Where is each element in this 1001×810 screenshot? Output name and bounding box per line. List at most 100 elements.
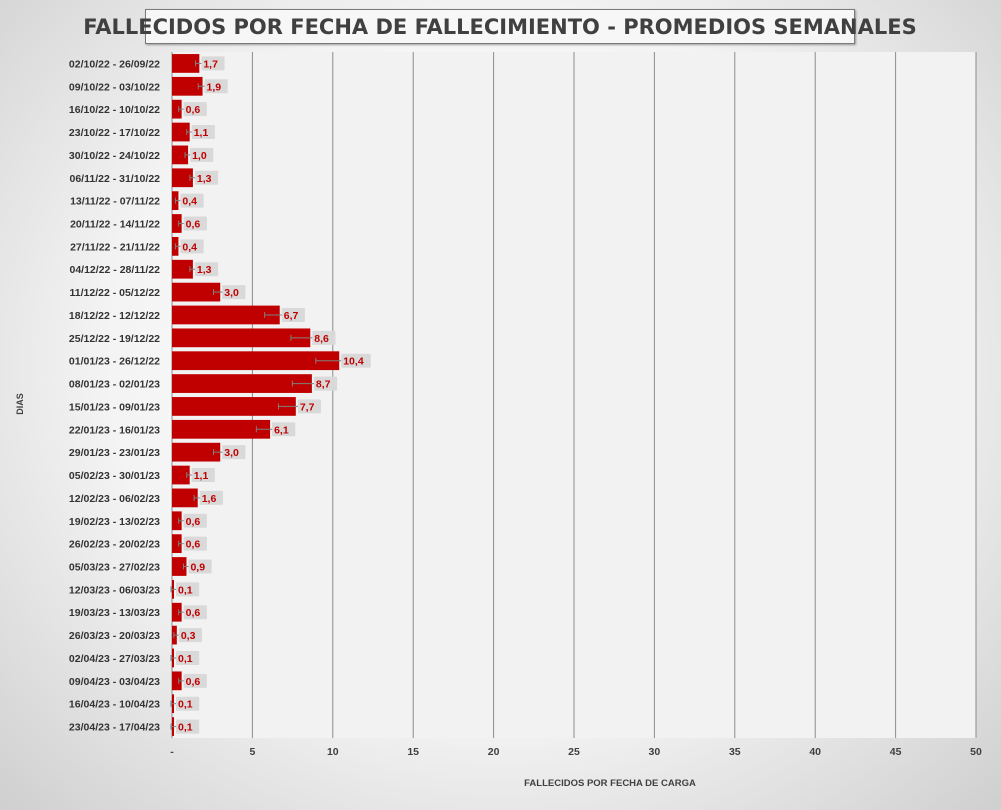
data-label: 0,6 bbox=[186, 104, 201, 116]
data-label-bg bbox=[190, 147, 214, 162]
data-label-bg bbox=[194, 170, 219, 185]
category-label: 20/11/22 - 14/11/22 bbox=[70, 219, 160, 231]
category-label: 19/02/23 - 13/02/23 bbox=[69, 516, 160, 528]
bar bbox=[172, 282, 221, 302]
category-label: 23/10/22 - 17/10/22 bbox=[69, 127, 160, 139]
category-label: 15/01/23 - 09/01/23 bbox=[69, 401, 160, 413]
category-label: 02/10/22 - 26/09/22 bbox=[69, 58, 160, 70]
data-label: 1,9 bbox=[207, 81, 222, 93]
x-tick-label: 35 bbox=[729, 746, 741, 758]
data-label: 1,1 bbox=[194, 470, 209, 482]
bar bbox=[172, 351, 340, 371]
bar bbox=[172, 397, 296, 416]
bar bbox=[172, 557, 187, 576]
category-label: 29/01/23 - 23/01/23 bbox=[69, 447, 160, 459]
x-tick-label: 30 bbox=[649, 746, 661, 758]
data-label: 1,0 bbox=[192, 150, 207, 162]
bar bbox=[172, 374, 312, 393]
category-label: 09/04/23 - 03/04/23 bbox=[69, 676, 160, 688]
data-label: 1,1 bbox=[194, 127, 209, 139]
category-label: 12/02/23 - 06/02/23 bbox=[69, 493, 160, 505]
category-label: 11/12/22 - 05/12/22 bbox=[70, 287, 161, 299]
category-labels: 02/10/22 - 26/09/22 09/10/22 - 03/10/22 16… bbox=[69, 58, 160, 733]
data-label: 0,6 bbox=[186, 607, 201, 619]
category-label: 27/11/22 - 21/11/22 bbox=[70, 241, 160, 253]
x-tick-label: 15 bbox=[407, 746, 419, 758]
category-label: 09/10/22 - 03/10/22 bbox=[69, 81, 160, 93]
data-label: 1,3 bbox=[197, 173, 212, 185]
category-label: 22/01/23 - 16/01/23 bbox=[69, 424, 160, 436]
bar bbox=[172, 145, 189, 165]
category-label: 01/01/23 - 26/12/22 bbox=[69, 356, 160, 368]
data-label: 0,3 bbox=[181, 630, 196, 642]
data-label-bg bbox=[191, 468, 215, 483]
data-label-bg bbox=[183, 605, 207, 620]
x-tick-label: 20 bbox=[488, 746, 500, 758]
x-tick-label: 10 bbox=[327, 746, 339, 758]
bars: 1,71,90,61,11,01,30,40,60,41,33,06,78,61… bbox=[170, 54, 371, 736]
data-label-bg bbox=[312, 330, 336, 345]
data-label: 1,6 bbox=[202, 493, 217, 505]
data-label: 0,1 bbox=[178, 699, 193, 711]
data-label-bg bbox=[199, 490, 223, 505]
x-tick-label: 25 bbox=[568, 746, 580, 758]
category-label: 19/03/23 - 13/03/23 bbox=[69, 607, 160, 619]
data-label: 0,4 bbox=[182, 241, 197, 253]
data-label: 6,7 bbox=[284, 310, 299, 322]
bar bbox=[172, 671, 182, 691]
data-label-bg bbox=[191, 125, 215, 140]
bar bbox=[172, 305, 280, 325]
data-label-bg bbox=[176, 719, 200, 734]
bar bbox=[172, 214, 182, 233]
data-label-bg bbox=[194, 262, 219, 277]
data-label: 7,7 bbox=[300, 401, 315, 413]
x-tick-label: 45 bbox=[890, 746, 902, 758]
data-label: 0,6 bbox=[186, 539, 201, 551]
bar bbox=[172, 76, 203, 96]
bar bbox=[172, 534, 182, 554]
bar bbox=[172, 122, 190, 142]
category-label: 16/04/23 - 10/04/23 bbox=[69, 699, 160, 711]
bar bbox=[172, 442, 221, 462]
data-label-bg bbox=[204, 79, 228, 94]
category-label: 08/01/23 - 02/01/23 bbox=[69, 379, 160, 391]
category-label: 04/12/22 - 28/11/22 bbox=[70, 264, 161, 276]
chart-title: FALLECIDOS POR FECHA DE FALLECIMIENTO - … bbox=[83, 9, 917, 44]
data-label: 1,3 bbox=[197, 264, 212, 276]
data-label-bg bbox=[180, 239, 204, 254]
data-label-bg bbox=[176, 582, 200, 597]
data-label-bg bbox=[341, 353, 371, 368]
x-axis-label: FALLECIDOS POR FECHA DE CARGA bbox=[524, 778, 696, 789]
category-label: 23/04/23 - 17/04/23 bbox=[69, 722, 160, 734]
data-label: 1,7 bbox=[203, 58, 218, 70]
bar bbox=[172, 54, 200, 73]
data-label: 10,4 bbox=[343, 356, 364, 368]
data-label-bg bbox=[297, 399, 322, 414]
category-label: 13/11/22 - 07/11/22 bbox=[70, 196, 160, 208]
x-tick-label: - bbox=[170, 746, 174, 758]
x-tick-label: 40 bbox=[809, 746, 821, 758]
category-label: 30/10/22 - 24/10/22 bbox=[69, 150, 160, 162]
data-label-bg bbox=[180, 193, 204, 208]
bar bbox=[172, 419, 271, 439]
category-label: 06/11/22 - 31/10/22 bbox=[70, 173, 161, 185]
bar bbox=[172, 488, 198, 508]
data-label: 0,6 bbox=[186, 219, 201, 231]
category-label: 02/04/23 - 27/03/23 bbox=[69, 653, 160, 665]
category-label: 16/10/22 - 10/10/22 bbox=[69, 104, 160, 116]
data-label: 0,6 bbox=[186, 516, 201, 528]
gridlines bbox=[171, 52, 977, 738]
x-tick-labels: - 5 10 15 20 25 30 35 40 45 50 bbox=[170, 746, 982, 758]
data-label-bg bbox=[183, 673, 207, 688]
data-label: 0,1 bbox=[178, 584, 193, 596]
x-tick-label: 5 bbox=[249, 746, 255, 758]
data-label-bg bbox=[183, 102, 207, 117]
data-label: 0,4 bbox=[182, 196, 197, 208]
data-label: 0,9 bbox=[190, 562, 205, 574]
data-label-bg bbox=[313, 376, 338, 391]
bar bbox=[172, 99, 182, 119]
data-label-bg bbox=[183, 536, 207, 551]
data-label-bg bbox=[183, 513, 207, 528]
category-label: 05/02/23 - 30/01/23 bbox=[69, 470, 160, 482]
category-label: 25/12/22 - 19/12/22 bbox=[69, 333, 160, 345]
